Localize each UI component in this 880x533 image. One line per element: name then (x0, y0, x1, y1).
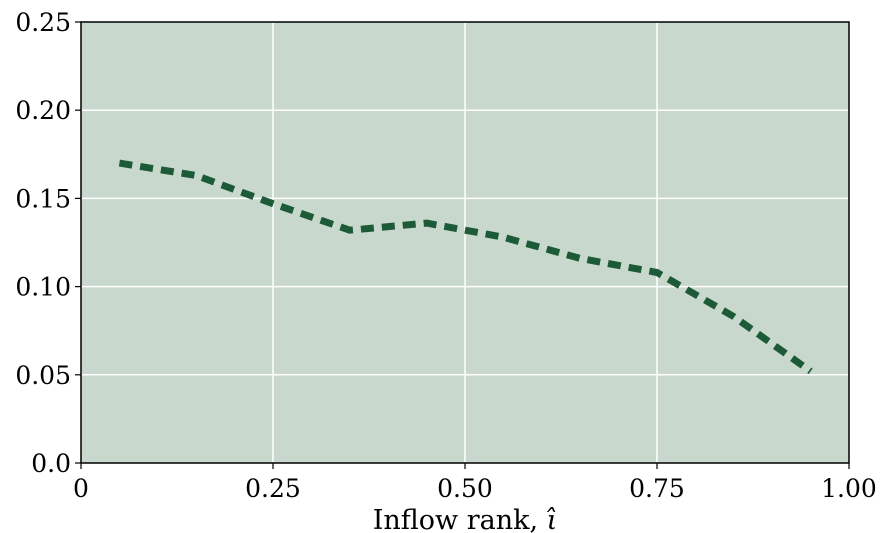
grid-lines (81, 22, 849, 463)
y-tick-label-2: 0.10 (15, 273, 71, 302)
x-tick-label-2: 0.50 (437, 474, 493, 503)
axis-ticks (75, 21, 850, 469)
x-tick-labels: 0 0.25 0.50 0.75 1.00 (73, 474, 877, 503)
x-axis-title-symbol: ι̂ (546, 505, 557, 533)
y-tick-label-0: 0.0 (31, 449, 71, 478)
series-layer (118, 159, 813, 375)
x-tick-label-1: 0.25 (245, 474, 301, 503)
y-tick-label-3: 0.15 (15, 184, 71, 213)
y-tick-label-1: 0.05 (15, 361, 71, 390)
x-axis-title: Inflow rank, ι̂ (373, 505, 558, 533)
y-tick-labels: 0.0 0.05 0.10 0.15 0.20 0.25 (15, 8, 71, 478)
x-tick-label-3: 0.75 (629, 474, 685, 503)
x-tick-label-4: 1.00 (821, 474, 877, 503)
x-axis-title-text: Inflow rank, (373, 505, 547, 533)
y-tick-label-4: 0.20 (15, 96, 71, 125)
series-line-0 (118, 159, 813, 375)
y-tick-label-5: 0.25 (15, 8, 71, 37)
x-tick-label-0: 0 (73, 474, 89, 503)
